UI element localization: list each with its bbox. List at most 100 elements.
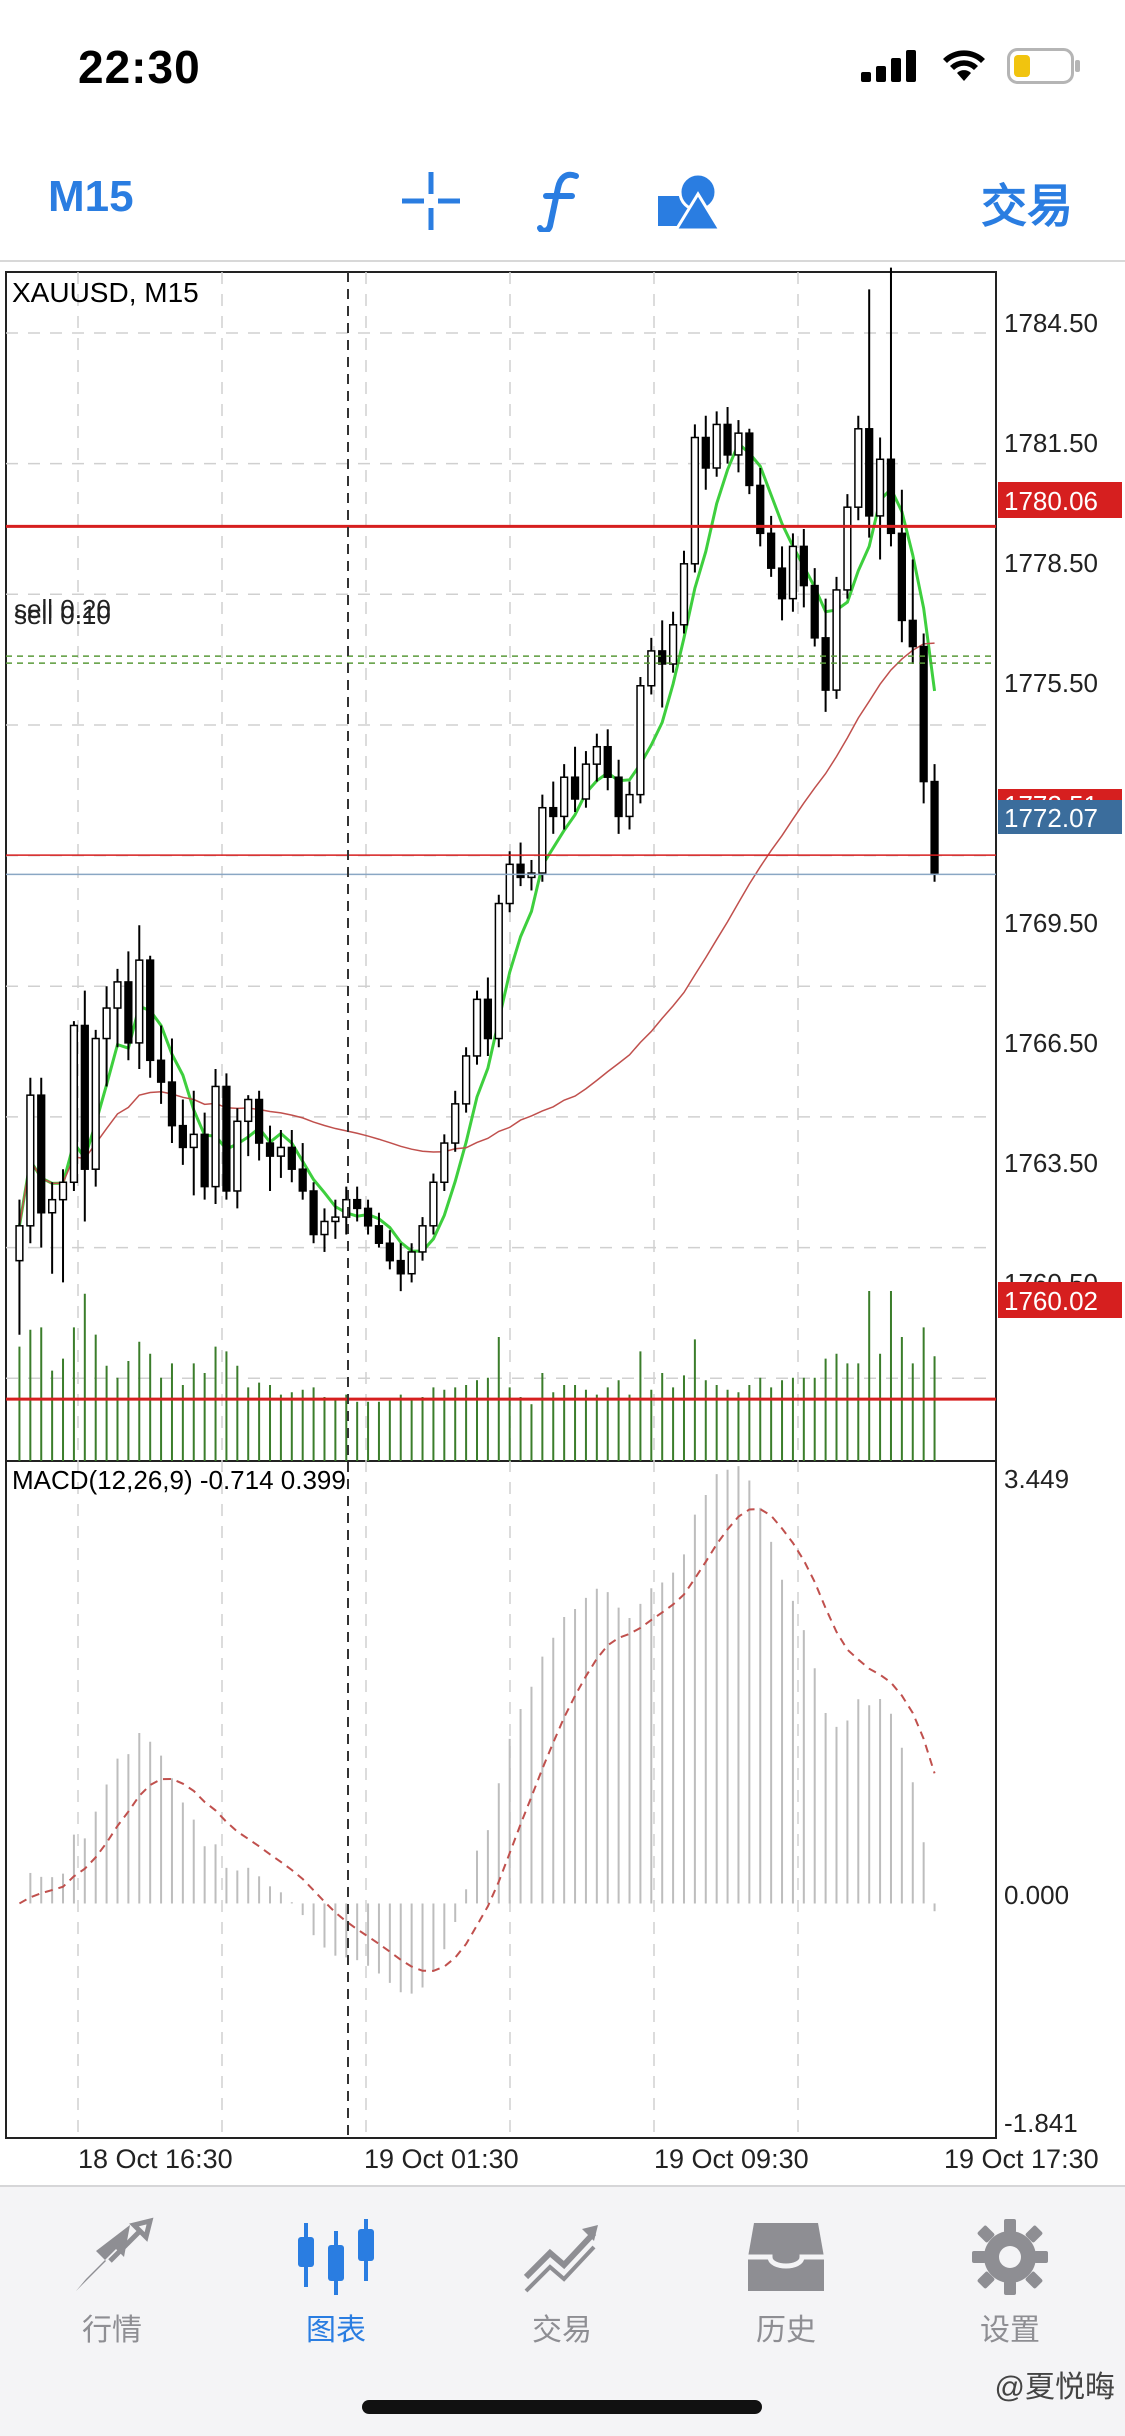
price-tag-bg [998, 482, 1122, 518]
tab-label: 设置 [980, 2314, 1040, 2347]
candle-body [69, 1024, 79, 1184]
candle-body [254, 1098, 264, 1144]
tab-quotes[interactable]: 行情 [22, 2215, 202, 2347]
price-tag-bg [998, 1282, 1122, 1318]
candle-body [156, 1059, 166, 1083]
candle-body [483, 998, 493, 1040]
candle-body [712, 423, 721, 469]
shapes-icon[interactable] [656, 168, 722, 234]
chart-toolbar: M15 交易 [0, 132, 1125, 262]
candle-body [102, 1007, 111, 1040]
tab-chart[interactable]: 图表 [246, 2215, 426, 2347]
candle-body [756, 484, 765, 535]
candle-body [298, 1168, 307, 1192]
candle-body [723, 423, 732, 456]
status-time: 22:30 [78, 41, 201, 93]
candle-body [875, 458, 885, 517]
trade-icon [517, 2215, 607, 2299]
candle-body [363, 1207, 373, 1227]
candle-body [821, 637, 830, 691]
candle-body [919, 645, 928, 783]
candle-body [592, 745, 601, 765]
order-label-sell-010: sell 0.10 [14, 600, 111, 630]
candle-body [625, 793, 634, 818]
trade-button[interactable]: 交易 [981, 180, 1073, 232]
tab-label: 图表 [306, 2314, 366, 2347]
candle-body [560, 776, 569, 818]
candle-body [494, 902, 503, 1040]
tab-label: 历史 [756, 2314, 816, 2347]
price-tag-upper: 1780.06 [1004, 486, 1098, 516]
candle-body [701, 436, 710, 469]
candle-body [647, 650, 656, 687]
price-tick: 1781.50 [1004, 428, 1098, 458]
candle-body [658, 650, 667, 665]
tab-settings[interactable]: 设置 [920, 2215, 1100, 2347]
candle-body [48, 1198, 57, 1214]
crosshair-icon[interactable] [398, 168, 464, 234]
tab-trade[interactable]: 交易 [472, 2215, 652, 2347]
candle-body [451, 1103, 460, 1144]
price-tick: 1778.50 [1004, 548, 1098, 578]
candle-body [788, 545, 798, 600]
status-bar: 22:30 [0, 0, 1125, 132]
candle-body [581, 763, 591, 800]
candle-body [810, 584, 819, 639]
time-tick: 19 Oct 17:30 [944, 2144, 1099, 2174]
candle-body [200, 1133, 209, 1188]
candle-body [320, 1220, 329, 1236]
candle-body [189, 1133, 198, 1149]
home-indicator[interactable] [362, 2400, 762, 2414]
candle-body [167, 1081, 177, 1127]
candle-body [516, 863, 525, 879]
candle-body [897, 532, 906, 622]
candle-body [407, 1251, 416, 1275]
chart-icon [291, 2215, 381, 2299]
candle-body [745, 432, 754, 487]
time-tick: 18 Oct 16:30 [78, 2144, 233, 2174]
watermark: @夏悦晦 [994, 2371, 1115, 2404]
macd-tick-bottom: -1.841 [1004, 2108, 1078, 2138]
candle-body [113, 981, 122, 1009]
quotes-icon [67, 2215, 157, 2299]
tab-history[interactable]: 历史 [696, 2215, 876, 2347]
tab-label: 行情 [82, 2314, 142, 2347]
candle-body [854, 428, 863, 508]
signal-icon [861, 50, 916, 82]
macd-tick-zero: 0.000 [1004, 1880, 1069, 1910]
price-chart[interactable]: XAUUSD, M15 sell 0.20 sell 0.10 MACD(12,… [0, 264, 1125, 2184]
price-tag-bid: 1772.07 [1004, 803, 1098, 833]
macd-histogram [18, 1466, 936, 1994]
tab-bar: 行情 图表 [0, 2185, 1125, 2436]
chart-frame [5, 271, 997, 2139]
price-tick: 1775.50 [1004, 668, 1098, 698]
function-icon[interactable] [528, 168, 594, 234]
chart-area[interactable]: XAUUSD, M15 sell 0.20 sell 0.10 MACD(12,… [0, 264, 1125, 2184]
level-lines[interactable] [6, 524, 996, 1401]
candle-body [58, 1181, 68, 1201]
candle-body [124, 981, 133, 1044]
candle-body [843, 506, 852, 591]
candle-body [396, 1259, 405, 1275]
price-tick: 1766.50 [1004, 1028, 1098, 1058]
candle-body [429, 1181, 438, 1227]
candle-body [570, 776, 580, 800]
candle-body [374, 1225, 384, 1244]
price-tick: 1769.50 [1004, 908, 1098, 938]
candle-body [15, 1225, 24, 1262]
candle-body [331, 1216, 340, 1223]
candle-body [37, 1094, 46, 1214]
candle-body [777, 567, 787, 600]
candle-body [385, 1242, 394, 1262]
battery-icon [1007, 48, 1080, 84]
macd-tick-top: 3.449 [1004, 1464, 1069, 1494]
candle-body [865, 428, 874, 517]
candle-body [668, 624, 678, 665]
candle-body [690, 436, 700, 565]
candle-body [527, 872, 536, 879]
candle-body [287, 1146, 296, 1170]
price-tag-bg [998, 800, 1122, 834]
timeframe-button[interactable]: M15 [48, 172, 134, 221]
candle-body [767, 532, 776, 569]
